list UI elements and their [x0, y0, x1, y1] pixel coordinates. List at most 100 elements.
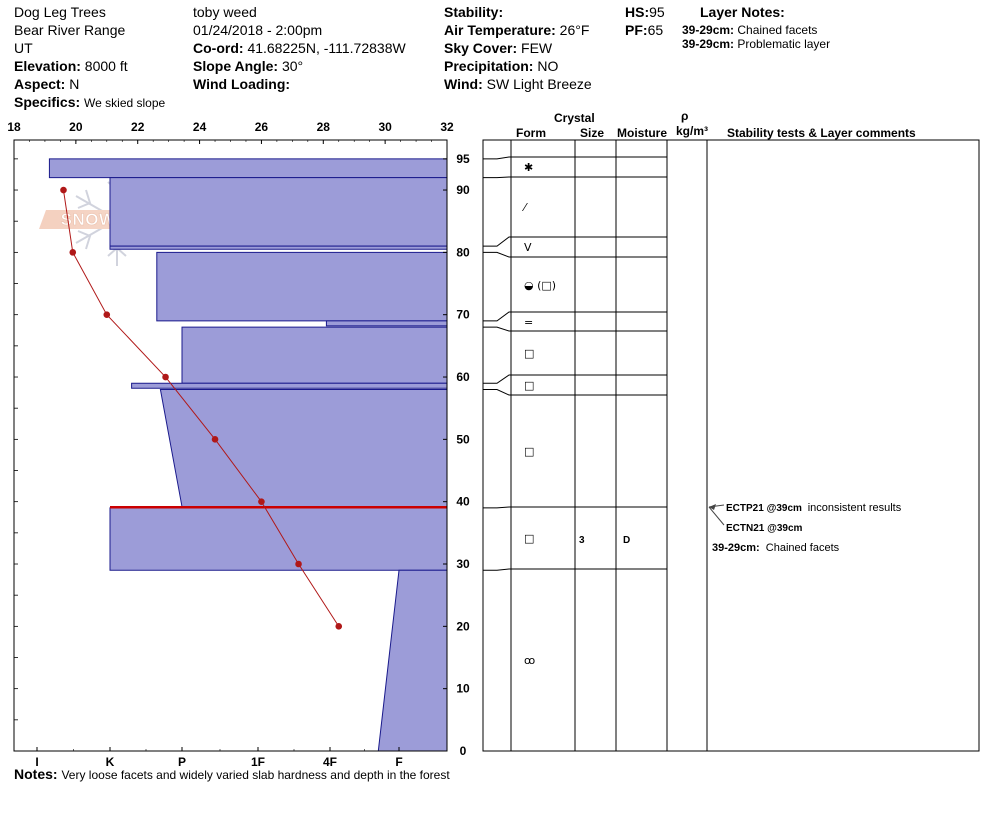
- grain-form-symbol: □: [524, 347, 534, 360]
- hardness-layer: [159, 388, 448, 508]
- aspect-label: Aspect:: [14, 76, 66, 92]
- hardness-layer: [109, 245, 448, 250]
- grain-form-symbol: ◒ (□): [524, 279, 556, 292]
- precip-row: Precipitation: NO: [444, 58, 558, 75]
- temperature-point: [295, 560, 302, 568]
- sky-cover-value: FEW: [521, 40, 553, 56]
- sky-cover-row: Sky Cover: FEW: [444, 40, 552, 57]
- hardness-layer: [156, 251, 448, 322]
- specifics-label: Specifics:: [14, 94, 81, 110]
- height-tick-label: 0: [460, 744, 467, 758]
- elevation-label: Elevation:: [14, 58, 81, 74]
- hardness-tick-label: 4F: [323, 755, 337, 769]
- sky-cover-label: Sky Cover:: [444, 40, 518, 56]
- hardness-tick-label: I: [35, 755, 38, 769]
- height-tick-label: 80: [456, 245, 470, 259]
- specifics-row: Specifics: We skied slope: [14, 94, 165, 112]
- location: Dog Leg Trees: [14, 4, 106, 20]
- precip-value: NO: [537, 58, 559, 74]
- layer-connector: [483, 568, 511, 571]
- height-tick-label: 20: [456, 619, 470, 633]
- pf-label: PF:: [625, 22, 648, 38]
- datetime: 01/24/2018 - 2:00pm: [193, 22, 323, 38]
- temperature-point: [211, 436, 219, 443]
- temp-tick-label: 26: [255, 120, 269, 134]
- hardness-tick-label: P: [178, 755, 186, 769]
- height-tick-label: 10: [456, 682, 470, 696]
- coord-row: Co-ord: 41.68225N, -111.72838W: [193, 40, 406, 57]
- stability-test: ECTP21 @39cm inconsistent results: [726, 502, 902, 514]
- moisture-header: Moisture: [617, 126, 668, 140]
- layer-connector: [483, 326, 511, 332]
- temp-tick-label: 22: [131, 120, 145, 134]
- hardness-layer: [48, 158, 448, 179]
- hardness-layer: [131, 382, 448, 389]
- stability-arrowhead: [709, 504, 716, 510]
- air-temp-label: Air Temperature:: [444, 22, 556, 38]
- hs-value: 95: [649, 4, 665, 20]
- grain-form-symbol: □: [524, 532, 534, 545]
- layer-connector: [483, 176, 511, 179]
- layer-comment-text: Chained facets: [766, 542, 840, 554]
- hardness-tick-label: K: [106, 755, 115, 769]
- hardness-layer: [377, 569, 448, 752]
- grain-form-symbol: □: [524, 445, 534, 458]
- slope-value: 30°: [281, 58, 304, 74]
- coord-label: Co-ord:: [193, 40, 244, 56]
- layer-note-depth: 39-29cm:: [682, 23, 735, 37]
- temperature-line: [62, 189, 340, 627]
- density-unit-header: kg/m³: [676, 124, 709, 138]
- state: UT: [14, 40, 33, 56]
- layer-connector: [483, 506, 511, 509]
- temperature-point: [258, 498, 265, 505]
- temperature-point: [335, 623, 343, 630]
- temp-tick-label: 30: [378, 120, 392, 134]
- layer-comment: 39-29cm: Chained facets: [712, 542, 840, 554]
- hardness-layer: [109, 177, 448, 247]
- form-header: Form: [516, 126, 546, 140]
- height-tick-label: 40: [456, 495, 470, 509]
- temp-tick-label: 28: [317, 120, 331, 134]
- grain-form-symbol: V: [524, 241, 532, 254]
- layer-notes-title: Layer Notes:: [700, 4, 785, 20]
- height-tick-label: 50: [456, 432, 470, 446]
- moisture-value: D: [623, 535, 630, 546]
- table-frame: [482, 139, 980, 752]
- height-tick-label: 30: [456, 557, 470, 571]
- hs-row: HS:95: [625, 4, 665, 21]
- height-tick-label: 90: [456, 183, 470, 197]
- notes-value: Very loose facets and widely varied slab…: [61, 768, 450, 782]
- slope-row: Slope Angle: 30°: [193, 58, 303, 75]
- layer-connector: [483, 388, 511, 396]
- stability-test-comment: inconsistent results: [808, 502, 902, 514]
- range: Bear River Range: [14, 22, 126, 38]
- stability-label: Stability:: [444, 4, 504, 20]
- grain-form-symbol: ⁄: [521, 201, 528, 214]
- hardness-layer: [325, 320, 448, 327]
- grain-size-value: 3: [579, 535, 585, 546]
- slope-label: Slope Angle:: [193, 58, 279, 74]
- coord-value: 41.68225N, -111.72838W: [247, 40, 406, 56]
- layer-note-text: Chained facets: [737, 23, 818, 37]
- stability-row: Stability:: [444, 4, 503, 21]
- stability-pointer: [708, 506, 725, 526]
- grain-form-symbol: =: [524, 316, 533, 329]
- elevation-row: Elevation: 8000 ft: [14, 58, 128, 75]
- hardness-tick-label: F: [395, 755, 402, 769]
- layer-connector: [483, 156, 511, 160]
- layer-connector: [483, 236, 511, 247]
- height-tick-label: 70: [456, 308, 470, 322]
- aspect-row: Aspect: N: [14, 76, 79, 93]
- temp-tick-label: 32: [440, 120, 454, 134]
- notes-row: Notes: Very loose facets and widely vari…: [14, 766, 450, 784]
- grain-form-symbol: ꝏ: [524, 654, 535, 667]
- layer-connector: [483, 251, 511, 258]
- air-temp-value: 26°F: [559, 22, 590, 38]
- size-header: Size: [580, 126, 605, 140]
- grain-form-symbol: □: [524, 379, 534, 392]
- rho-header: ρ: [681, 109, 689, 123]
- hs-label: HS:: [625, 4, 650, 20]
- wind-loading-label: Wind Loading:: [193, 76, 291, 92]
- layer-table: ✱ ⁄ V ◒ (□) = □ □ □ □ ꝏ 3 D ECTP21 @39cm inconsisten…: [482, 139, 980, 752]
